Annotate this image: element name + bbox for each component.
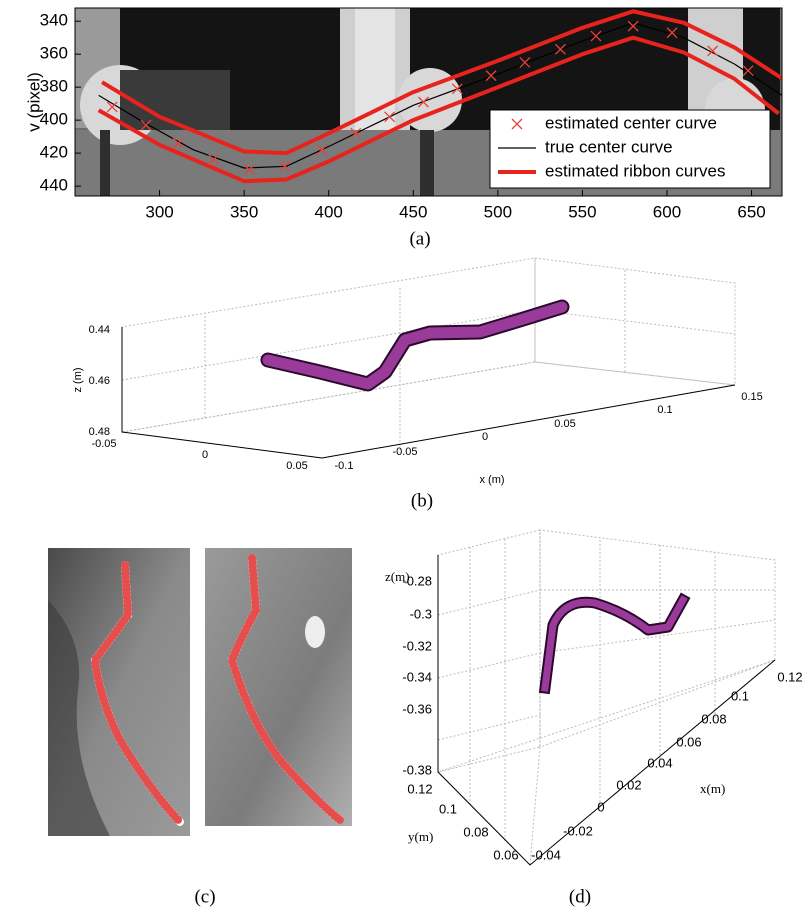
grid-wall xyxy=(438,530,540,772)
tube xyxy=(268,307,562,384)
y-tick-label: 360 xyxy=(40,44,68,63)
x-axis-label: x (m) xyxy=(479,474,504,486)
x-tick-label: 0.1 xyxy=(657,404,672,416)
z-axis-label: z (m) xyxy=(72,367,84,392)
caption: (a) xyxy=(409,228,430,249)
x-tick-label: 450 xyxy=(399,202,427,221)
grid-line xyxy=(438,653,540,678)
x-axis-label: x(m) xyxy=(700,781,725,796)
x-tick-label: 0.1 xyxy=(731,688,749,703)
figure: 340 360 380 400 420 440 300 350 400 450 500 550 600 6… xyxy=(0,0,806,916)
x-tick-label: -0.05 xyxy=(392,446,417,458)
y-tick-label: 440 xyxy=(40,176,68,195)
x-tick-label: -0.04 xyxy=(531,847,561,862)
y-tick-label: 400 xyxy=(40,110,68,129)
x-tick-label: 0.05 xyxy=(554,418,575,430)
y-tick-label: 0 xyxy=(202,449,208,461)
legend-label: estimated center curve xyxy=(545,113,717,132)
z-tick-label: 0.48 xyxy=(89,426,110,438)
x-tick-label: 0.06 xyxy=(676,734,701,749)
y-tick-label: 0.1 xyxy=(439,801,457,816)
y-tick-label: 0.06 xyxy=(493,847,518,862)
x-tick-label: 0.08 xyxy=(701,711,726,726)
caption: (c) xyxy=(194,886,215,907)
x-tick-label: 300 xyxy=(145,202,173,221)
caption: (b) xyxy=(411,490,433,511)
plot-d: -0.28 -0.3 -0.32 -0.34 -0.36 -0.38 z(m) … xyxy=(385,530,803,865)
x-tick-label: 0.04 xyxy=(647,755,672,770)
x-tick-label: 400 xyxy=(315,202,343,221)
y-tick-label: -0.05 xyxy=(91,438,116,450)
legend: estimated center curve true center curve e… xyxy=(490,110,770,188)
y-tick-label: 340 xyxy=(40,11,68,30)
x-tick-label: -0.02 xyxy=(563,823,593,838)
x-tick-label: 500 xyxy=(484,202,512,221)
y-tick-label: 0.12 xyxy=(407,781,432,796)
x-tick-label: 0.15 xyxy=(741,391,762,403)
x-tick-label: 600 xyxy=(653,202,681,221)
z-tick-label: -0.32 xyxy=(402,638,432,653)
plot-b: 0.44 0.46 0.48 z (m) -0.05 0 0.05 -0.1 -… xyxy=(72,258,763,486)
legend-label: estimated ribbon curves xyxy=(545,161,725,180)
z-tick-label: 0.46 xyxy=(89,375,110,387)
x-tick-label: 0 xyxy=(597,799,604,814)
x-tick-label: 0.12 xyxy=(777,669,802,684)
z-tick-label: -0.34 xyxy=(402,669,432,684)
y-tick-label: 380 xyxy=(40,77,68,96)
grid-line xyxy=(438,590,540,615)
legend-label: true center curve xyxy=(545,137,673,156)
axis-lines xyxy=(122,327,735,458)
z-tick-label: 0.44 xyxy=(89,324,110,336)
photo-pair xyxy=(48,548,352,836)
z-tick-label: -0.38 xyxy=(402,762,432,777)
z-tick-label: -0.36 xyxy=(402,701,432,716)
y-axis-label: y(m) xyxy=(408,829,433,844)
x-tick-label: 0 xyxy=(482,431,488,443)
z-axis-label: z(m) xyxy=(385,569,410,584)
grid-wall xyxy=(540,530,775,747)
x-tick-label: 550 xyxy=(568,202,596,221)
y-axis-label: v (pixel) xyxy=(24,72,43,132)
y-tick-label: 0.08 xyxy=(463,824,488,839)
x-tick-label: 0.02 xyxy=(616,777,641,792)
x-tick-label: 350 xyxy=(230,202,258,221)
y-tick-label: 0.05 xyxy=(286,460,307,472)
x-tick-label: 650 xyxy=(737,202,765,221)
z-tick-label: -0.3 xyxy=(410,606,432,621)
x-tick-label: -0.1 xyxy=(335,460,354,472)
grid-line xyxy=(438,715,540,740)
y-tick-label: 420 xyxy=(40,143,68,162)
caption: (d) xyxy=(569,886,591,907)
